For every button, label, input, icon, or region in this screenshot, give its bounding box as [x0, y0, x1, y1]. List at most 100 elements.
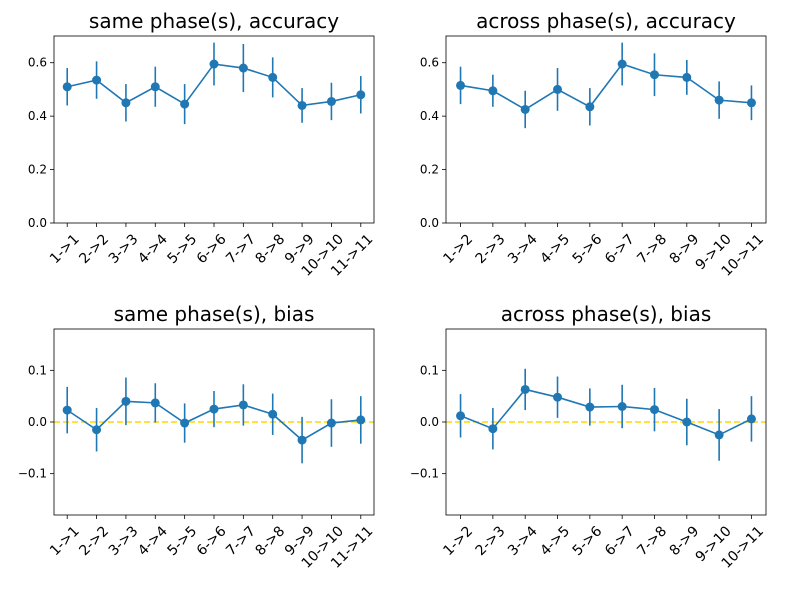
data-point [617, 402, 627, 411]
data-point [297, 435, 307, 445]
panel-title: same phase(s), accuracy [89, 9, 339, 33]
x-tick-label: 1->2 [440, 523, 476, 559]
x-tick-label: 6->7 [602, 523, 638, 559]
y-tick-label: 0.0 [28, 415, 47, 429]
data-point [268, 72, 278, 82]
x-tick-label: 2->3 [473, 231, 509, 267]
x-tick-label: 8->8 [253, 231, 289, 267]
plot-frame [53, 328, 375, 516]
x-tick-label: 1->2 [440, 231, 476, 267]
y-tick-label: 0.4 [28, 109, 47, 123]
plot-frame [445, 328, 767, 516]
x-tick-label: 7->8 [634, 523, 670, 559]
data-point [488, 424, 498, 434]
data-point [520, 384, 530, 394]
x-tick-label: 2->2 [76, 231, 112, 267]
y-tick-label: 0.1 [28, 363, 47, 377]
data-point [180, 99, 190, 109]
data-point [62, 82, 72, 92]
data-point [682, 72, 692, 82]
x-tick-label: 3->3 [106, 523, 142, 559]
x-tick-label: 6->6 [194, 231, 230, 267]
y-tick-label: 0.0 [420, 415, 439, 429]
x-tick-label: 2->3 [473, 523, 509, 559]
x-tick-label: 3->3 [106, 231, 142, 267]
data-point [356, 90, 366, 100]
data-point [553, 84, 563, 94]
x-tick-label: 6->6 [194, 523, 230, 559]
plot-frame [445, 35, 767, 224]
series-line [460, 388, 752, 436]
y-tick-label: 0.0 [420, 216, 439, 230]
x-tick-label: 5->6 [570, 523, 606, 559]
data-point [297, 100, 307, 110]
data-point [714, 95, 724, 105]
data-point [746, 414, 756, 424]
x-tick-label: 3->4 [505, 231, 541, 267]
data-point [649, 70, 659, 80]
data-point [92, 425, 102, 435]
y-tick-label: 0.2 [420, 163, 439, 177]
x-tick-label: 4->5 [537, 231, 573, 267]
y-tick-label: 0.1 [420, 363, 439, 377]
data-point [356, 415, 366, 425]
x-tick-label: 5->5 [164, 231, 200, 267]
data-point [92, 75, 102, 85]
panel-across-phase-accuracy: across phase(s), accuracy 0.0 0.2 0.4 0.6 1->… [420, 9, 767, 280]
data-point [326, 96, 336, 106]
panel-same-phase-accuracy: same phase(s), accuracy 0.0 0.2 0.4 0.6 1->12… [28, 9, 376, 280]
data-point [714, 430, 724, 440]
x-tick-label: 5->6 [570, 231, 606, 267]
x-tick-label: 8->8 [253, 523, 289, 559]
y-tick-label: 0.4 [420, 109, 439, 123]
panel-title: across phase(s), accuracy [476, 9, 736, 33]
y-tick-label: 0.2 [28, 163, 47, 177]
y-tick-label: 0.6 [420, 56, 439, 70]
x-tick-label: 7->7 [223, 523, 259, 559]
data-point [209, 59, 219, 69]
data-point [553, 392, 563, 402]
x-tick-label: 1->1 [47, 231, 83, 267]
y-tick-label: 0.6 [28, 56, 47, 70]
data-point [150, 82, 160, 92]
x-tick-label: 1->1 [47, 523, 83, 559]
data-point [585, 102, 595, 112]
data-point [520, 104, 530, 114]
x-tick-label: 4->4 [135, 523, 171, 559]
x-tick-label: 4->4 [135, 231, 171, 267]
x-tick-label: 7->7 [223, 231, 259, 267]
data-point [180, 418, 190, 428]
data-point [456, 411, 466, 421]
data-point [238, 63, 248, 73]
y-tick-label: −0.1 [18, 467, 47, 481]
data-point [456, 80, 466, 90]
plot-frame [53, 35, 375, 224]
data-point [488, 86, 498, 96]
x-tick-label: 5->5 [164, 523, 200, 559]
panel-same-phase-bias: same phase(s), bias −0.1 0.0 0.1 1->12->23->… [18, 302, 377, 572]
data-point [62, 405, 72, 415]
x-tick-label: 3->4 [505, 523, 541, 559]
data-point [617, 59, 627, 69]
data-point [746, 98, 756, 108]
data-point [121, 396, 131, 406]
data-point [682, 417, 692, 427]
x-tick-label: 4->5 [537, 523, 573, 559]
data-point [209, 404, 219, 414]
data-point [268, 409, 278, 419]
data-point [585, 402, 595, 412]
panel-across-phase-bias: across phase(s), bias −0.1 0.0 0.1 1->22->33… [410, 302, 767, 572]
x-tick-label: 6->7 [602, 231, 638, 267]
data-point [121, 98, 131, 108]
panel-title: same phase(s), bias [114, 302, 315, 326]
data-point [238, 400, 248, 410]
x-tick-label: 2->2 [76, 523, 112, 559]
data-point [649, 405, 659, 415]
y-tick-label: −0.1 [410, 467, 439, 481]
x-tick-label: 7->8 [634, 231, 670, 267]
panel-title: across phase(s), bias [501, 302, 712, 326]
y-tick-label: 0.0 [28, 216, 47, 230]
series-line [460, 63, 752, 111]
data-point [150, 398, 160, 408]
